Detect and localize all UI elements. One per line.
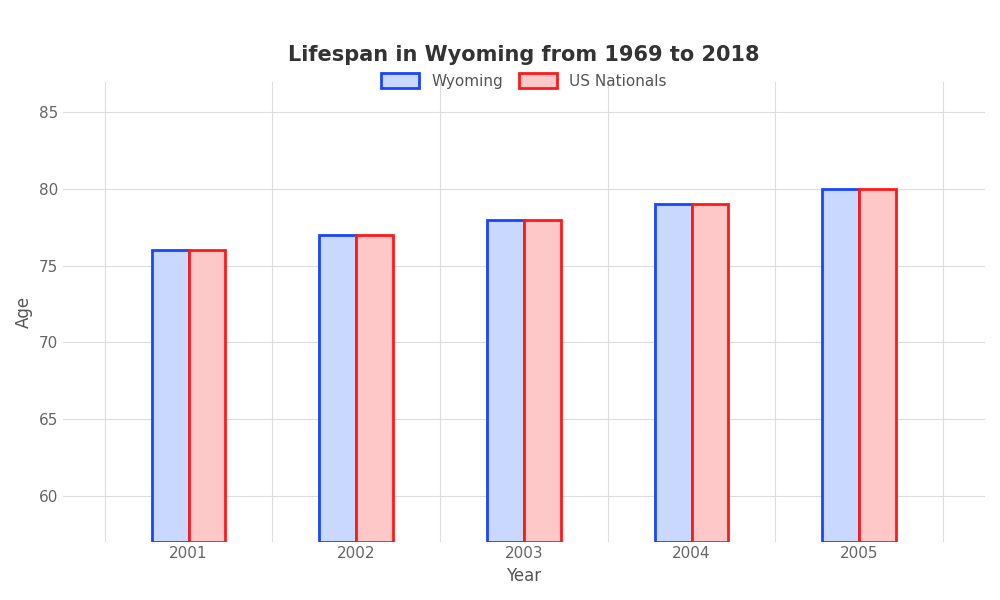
Bar [524, 220, 561, 542]
Bar [319, 235, 356, 542]
Y-axis label: Age: Age [15, 296, 33, 328]
Bar [692, 205, 728, 542]
Bar [152, 250, 189, 542]
Bar [487, 220, 524, 542]
Legend: Wyoming, US Nationals: Wyoming, US Nationals [375, 67, 673, 95]
Bar [859, 189, 896, 542]
Title: Lifespan in Wyoming from 1969 to 2018: Lifespan in Wyoming from 1969 to 2018 [288, 45, 760, 65]
X-axis label: Year: Year [506, 567, 541, 585]
Bar [189, 250, 225, 542]
Bar [655, 205, 692, 542]
Bar [356, 235, 393, 542]
Bar [822, 189, 859, 542]
